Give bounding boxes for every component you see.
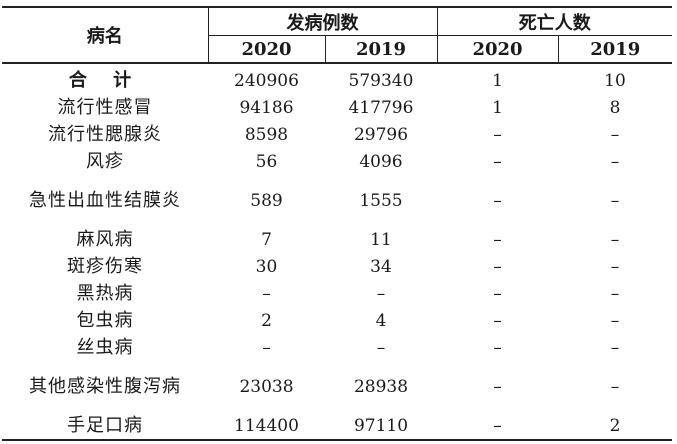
deaths-2020: –: [493, 283, 502, 304]
table-row: 麻风病 7 11 – –: [2, 226, 672, 253]
cases-2020: –: [262, 337, 271, 358]
table-row: 急性出血性结膜炎 589 1555 – –: [2, 175, 672, 226]
cases-2019: 579340: [348, 70, 414, 91]
table-row: 流行性腮腺炎 8598 29796 – –: [2, 121, 672, 148]
table-row: 手足口病 114400 97110 – 2: [2, 412, 672, 441]
disease-name: 流行性腮腺炎: [48, 124, 162, 145]
table-row: 斑疹伤寒 30 34 – –: [2, 253, 672, 280]
cases-2019: 11: [370, 229, 392, 250]
cases-2020: 8598: [244, 124, 289, 145]
deaths-2020: 1: [492, 70, 503, 91]
disease-name: 斑疹伤寒: [67, 256, 143, 277]
cases-2020: 56: [255, 151, 278, 172]
disease-name: 流行性感冒: [57, 97, 153, 118]
deaths-2020: –: [493, 190, 502, 211]
table-row: 其他感染性腹泻病 23038 28938 – –: [2, 361, 672, 412]
disease-name: 手足口病: [2, 412, 208, 441]
cases-2020: 7: [261, 229, 272, 250]
cases-2019: 4096: [359, 151, 403, 172]
cases-2019: –: [376, 283, 386, 304]
table-row: 包虫病 2 4 – –: [2, 307, 672, 334]
header-deaths: 死亡人数: [436, 6, 672, 36]
disease-name: 风疹: [86, 151, 124, 172]
cases-2019: 29796: [353, 124, 409, 145]
disease-name: 其他感染性腹泻病: [29, 376, 181, 397]
cases-2019: –: [376, 337, 386, 358]
deaths-2019: –: [610, 283, 620, 304]
cases-2019: 417796: [348, 97, 414, 118]
cases-2020: 240906: [234, 70, 299, 91]
deaths-2019: –: [610, 310, 620, 331]
deaths-2019: 10: [604, 70, 626, 91]
deaths-2019: –: [610, 151, 620, 172]
cases-2020: 589: [250, 190, 283, 211]
cases-2019: 34: [370, 256, 392, 277]
table-row: 黑热病 – – – –: [2, 280, 672, 307]
table-row-total: 合 计 240906 579340 1 10: [2, 63, 672, 94]
cases-2020: 94186: [239, 97, 294, 118]
disease-name: 麻风病: [76, 229, 134, 250]
disease-name: 黑热病: [76, 283, 134, 304]
cases-2019: 4: [375, 310, 387, 331]
table-row: 流行性感冒 94186 417796 1 8: [2, 94, 672, 121]
cases-2020: 23038: [239, 376, 294, 397]
deaths-2020: 1: [492, 97, 503, 118]
deaths-2020: –: [493, 376, 502, 397]
deaths-2020: –: [493, 256, 502, 277]
deaths-2019: 8: [609, 97, 621, 118]
cases-2019: 97110: [325, 412, 437, 441]
disease-name: 包虫病: [76, 310, 134, 331]
cases-2019: 1555: [359, 190, 403, 211]
deaths-2020: –: [493, 229, 502, 250]
header-year-cases-2020: 2020: [208, 35, 325, 64]
header-year-deaths-2019: 2019: [557, 35, 672, 64]
disease-statistics-table: 病名 发病例数 死亡人数 2020 2019 2020 2019 合 计 240…: [2, 6, 672, 441]
deaths-2019: –: [610, 190, 620, 211]
deaths-2019: –: [610, 229, 620, 250]
cases-2019: 28938: [353, 376, 409, 397]
disease-name: 急性出血性结膜炎: [29, 190, 181, 211]
deaths-2020: –: [437, 412, 558, 441]
table-row: 丝虫病 – – – –: [2, 334, 672, 361]
deaths-2019: –: [610, 256, 620, 277]
cases-2020: 114400: [208, 412, 325, 441]
cases-2020: –: [262, 283, 271, 304]
disease-name: 合 计: [68, 70, 142, 91]
header-incidence-cases: 发病例数: [208, 6, 437, 36]
disease-name: 丝虫病: [76, 337, 134, 358]
deaths-2019: 2: [558, 412, 672, 441]
cases-2020: 30: [255, 256, 278, 277]
deaths-2019: –: [610, 124, 620, 145]
cases-2020: 2: [261, 310, 272, 331]
deaths-2020: –: [493, 151, 502, 172]
header-disease-name: 病名: [2, 6, 209, 64]
header-year-deaths-2020: 2020: [436, 35, 558, 64]
deaths-2020: –: [493, 337, 502, 358]
deaths-2020: –: [493, 124, 502, 145]
deaths-2020: –: [493, 310, 502, 331]
deaths-2019: –: [610, 337, 620, 358]
deaths-2019: –: [610, 376, 620, 397]
table-row: 风疹 56 4096 – –: [2, 148, 672, 175]
header-year-cases-2019: 2019: [324, 35, 437, 64]
